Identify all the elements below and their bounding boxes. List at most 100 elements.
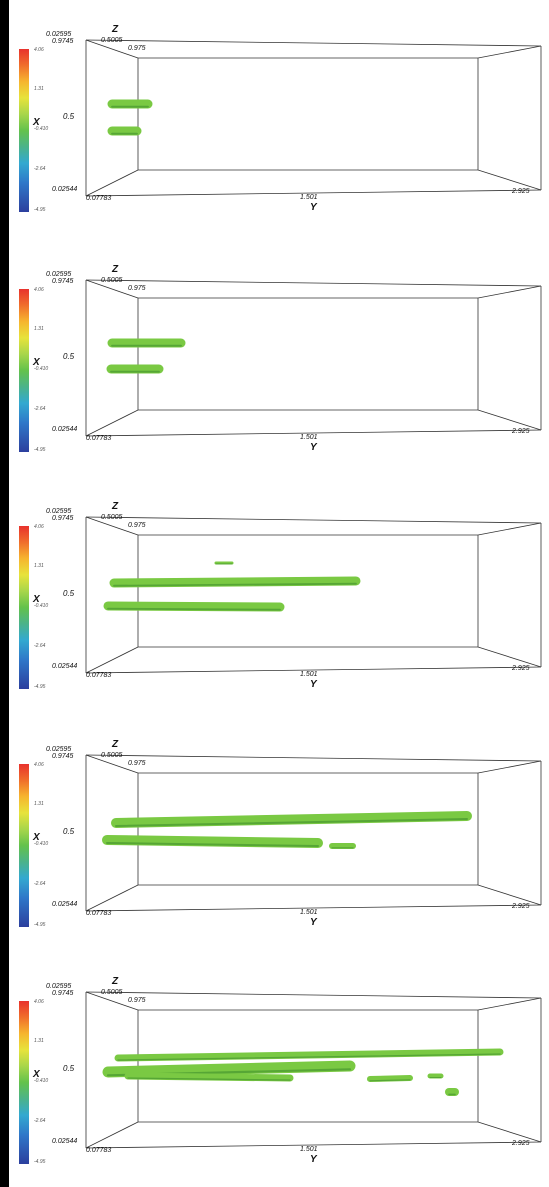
colorbar-tick-label: -2.64 xyxy=(34,643,46,649)
box-edge xyxy=(85,646,139,674)
x-mid-tick: 0.5 xyxy=(63,827,75,836)
box-edge xyxy=(85,666,542,674)
colorbar-axis-label: X xyxy=(33,594,40,605)
colorbar-tick-label: -4.95 xyxy=(34,684,46,690)
colorbar-tick-label: -0.410 xyxy=(34,603,49,609)
left-black-bar xyxy=(0,0,9,1187)
y-end-tick: 2.925 xyxy=(512,1140,530,1147)
x-bottom-tick: 0.02544 xyxy=(52,901,78,908)
z-end-tick: 0.975 xyxy=(128,760,146,767)
colorbar xyxy=(19,289,29,452)
y-axis-label: Y xyxy=(310,1154,317,1165)
colorbar-tick-label: 4.06 xyxy=(34,47,44,53)
colorbar-tick-label: 4.06 xyxy=(34,999,44,1005)
colorbar-tick-label: 1.31 xyxy=(34,563,44,569)
colorbar-tick-label: -0.410 xyxy=(34,841,49,847)
box-edge xyxy=(85,189,542,197)
box-edge xyxy=(85,169,139,197)
z-mid-tick: 0.5005 xyxy=(101,37,123,44)
colorbar-tick-label: -0.410 xyxy=(34,366,49,372)
y-mid-tick: 1.501 xyxy=(300,909,318,916)
colorbar-axis-label: X xyxy=(33,1069,40,1080)
vortex-isosurface-shade xyxy=(117,1053,501,1061)
vortex-isosurface xyxy=(111,811,472,828)
y-start-tick: 0.07783 xyxy=(86,672,112,679)
y-end-tick: 2.925 xyxy=(512,428,530,435)
y-mid-tick: 1.501 xyxy=(300,1146,318,1153)
bounding-box xyxy=(85,39,542,197)
x-bottom-tick: 0.02544 xyxy=(52,663,78,670)
colorbar-axis-label: X xyxy=(33,832,40,843)
colorbar-tick-label: -2.64 xyxy=(34,166,46,172)
y-end-tick: 2.925 xyxy=(512,188,530,195)
colorbar xyxy=(19,1001,29,1164)
z-top-tick: 0.02595 xyxy=(46,508,72,515)
colorbar xyxy=(19,526,29,689)
y-end-tick: 2.925 xyxy=(512,903,530,910)
y-start-tick: 0.07783 xyxy=(86,1147,112,1154)
z-mid-tick: 0.5005 xyxy=(101,277,123,284)
x-mid-tick: 0.5 xyxy=(63,352,75,361)
box-edge xyxy=(477,285,542,299)
frame-2-panel: 4.06 1.31 -0.410 -2.64 -4.95 X Z 0.02595 0.5005 0… xyxy=(0,240,549,453)
colorbar-tick-label: -4.95 xyxy=(34,207,46,213)
z-top-tick: 0.02595 xyxy=(46,746,72,753)
bounding-box xyxy=(85,279,542,437)
box-edge xyxy=(85,991,542,999)
vortex-isosurface xyxy=(124,1072,294,1082)
z-end-tick: 0.975 xyxy=(128,522,146,529)
colorbar-tick-label: 1.31 xyxy=(34,326,44,332)
y-start-tick: 0.07783 xyxy=(86,910,112,917)
colorbar-tick-label: 1.31 xyxy=(34,1038,44,1044)
x-top-tick: 0.9745 xyxy=(52,38,74,45)
z-axis-label: Z xyxy=(112,739,119,750)
box-edge xyxy=(477,884,542,906)
x-top-tick: 0.9745 xyxy=(52,753,74,760)
box-edge xyxy=(85,39,542,47)
vortex-isosurface-shade xyxy=(113,582,357,587)
frame-1-panel: 4.06 1.31 -0.410 -2.64 -4.95 X Z 0.02595 0.5005 0… xyxy=(0,0,549,213)
vortex-isosurface xyxy=(103,601,285,612)
z-axis-label: Z xyxy=(112,501,119,512)
colorbar-tick-label: -2.64 xyxy=(34,1118,46,1124)
z-end-tick: 0.975 xyxy=(128,285,146,292)
y-mid-tick: 1.501 xyxy=(300,434,318,441)
y-start-tick: 0.07783 xyxy=(86,435,112,442)
x-mid-tick: 0.5 xyxy=(63,112,75,121)
box-edge xyxy=(85,409,139,437)
bounding-box xyxy=(85,991,542,1149)
z-mid-tick: 0.5005 xyxy=(101,989,123,996)
z-axis-label: Z xyxy=(112,264,119,275)
x-top-tick: 0.9745 xyxy=(52,515,74,522)
y-axis-label: Y xyxy=(310,679,317,690)
frame-4-panel: 4.06 1.31 -0.410 -2.64 -4.95 X Z 0.02595 0.5005 0… xyxy=(0,715,549,928)
box-edge xyxy=(477,997,542,1011)
vortex-isosurface xyxy=(102,835,323,848)
colorbar-axis-label: X xyxy=(33,357,40,368)
z-top-tick: 0.02595 xyxy=(46,31,72,38)
colorbar-tick-label: -0.410 xyxy=(34,126,49,132)
z-axis-label: Z xyxy=(112,976,119,987)
z-axis-label: Z xyxy=(112,24,119,35)
box-edge xyxy=(85,754,542,762)
x-bottom-tick: 0.02544 xyxy=(52,186,78,193)
box-edge xyxy=(85,516,139,536)
colorbar-tick-label: -4.95 xyxy=(34,447,46,453)
colorbar-tick-label: -4.95 xyxy=(34,922,46,928)
vortex-isosurface-shade xyxy=(107,607,281,611)
box-edge xyxy=(85,279,542,287)
y-axis-label: Y xyxy=(310,442,317,453)
colorbar-tick-label: 1.31 xyxy=(34,86,44,92)
z-top-tick: 0.02595 xyxy=(46,983,72,990)
box-edge xyxy=(85,754,139,774)
vortex-isosurface-shade xyxy=(106,842,319,847)
vortex-isosurface xyxy=(102,1060,356,1078)
colorbar-tick-label: 4.06 xyxy=(34,762,44,768)
box-edge xyxy=(85,884,139,912)
vortex-isosurface-shade xyxy=(115,818,468,827)
vortex-isosurface xyxy=(367,1075,413,1082)
colorbar-tick-label: -2.64 xyxy=(34,406,46,412)
colorbar-tick-label: -4.95 xyxy=(34,1159,46,1165)
box-edge xyxy=(477,646,542,668)
box-edge xyxy=(477,45,542,59)
